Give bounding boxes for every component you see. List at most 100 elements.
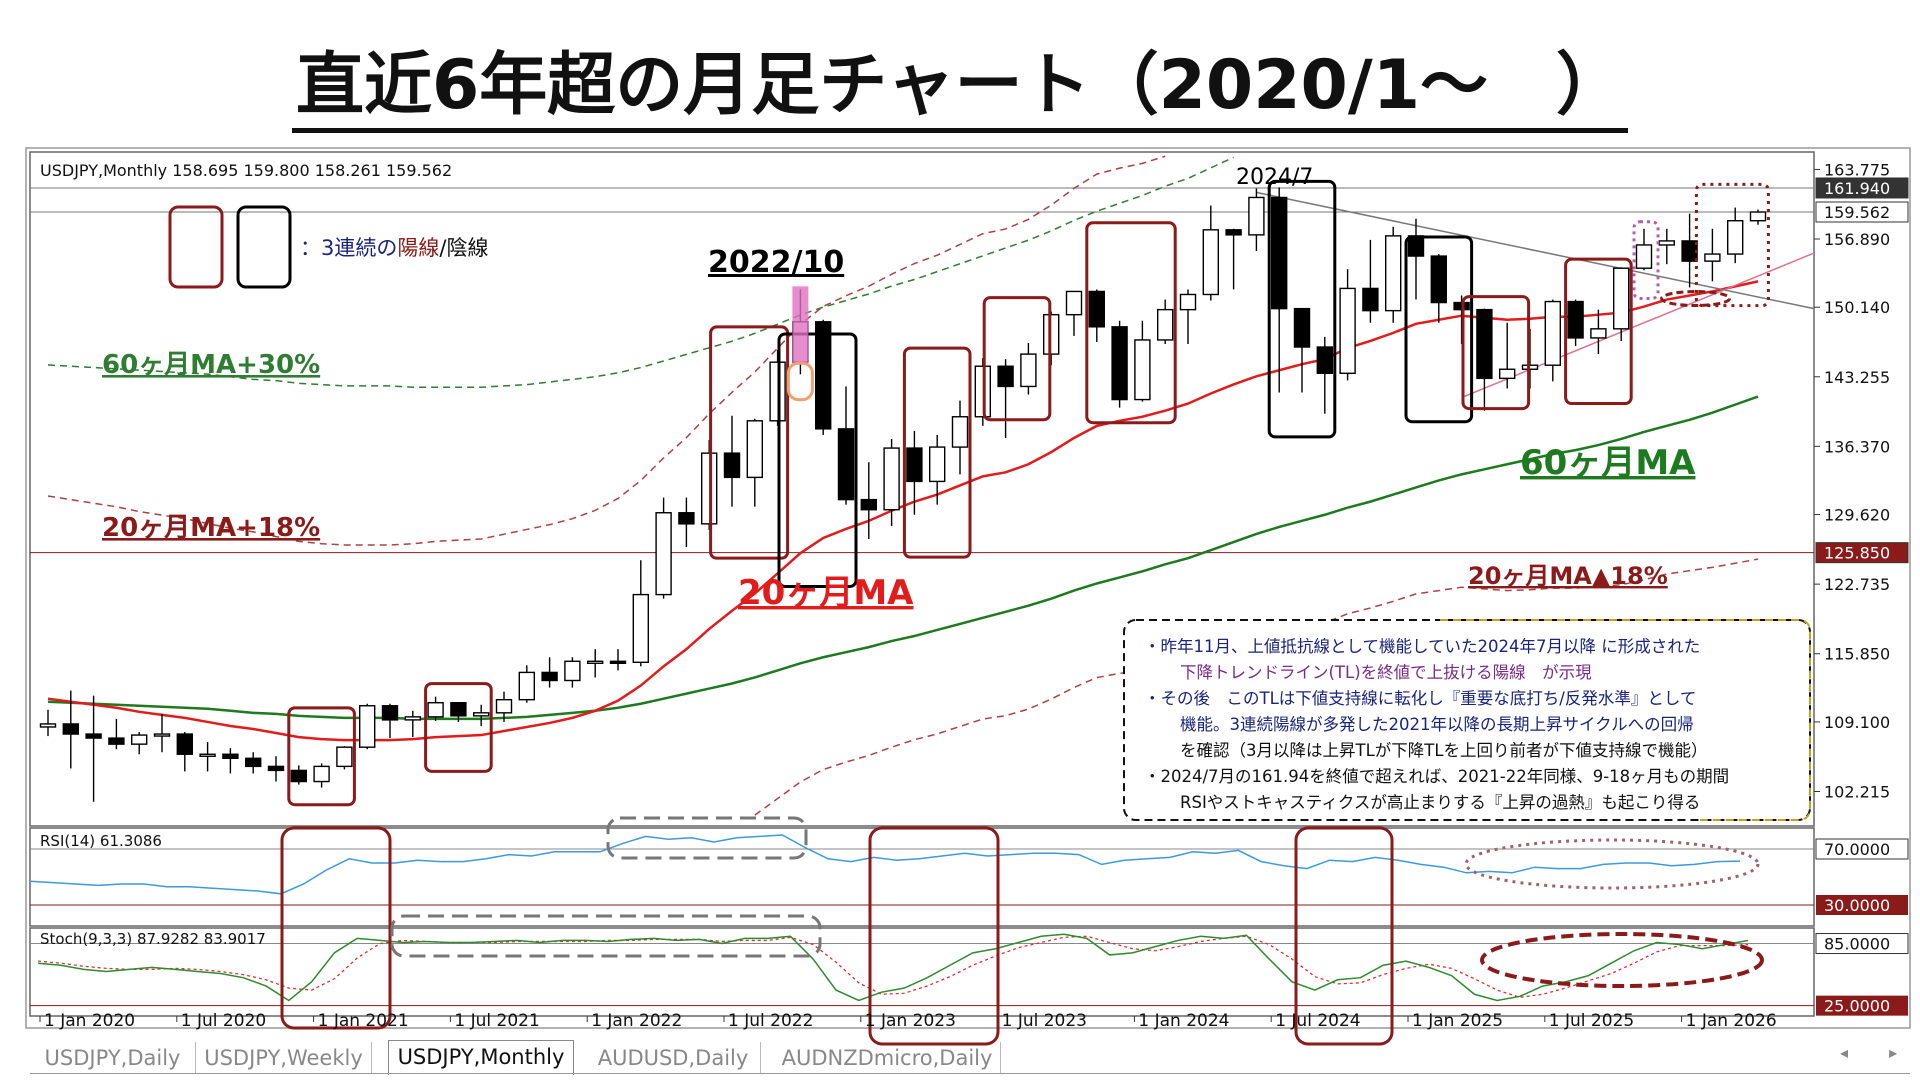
candle-body (62, 723, 79, 735)
indicator-highlight-box (280, 826, 392, 1030)
candle-body (1384, 235, 1402, 312)
y-tick-label: 150.140 (1824, 298, 1890, 317)
candle-body (85, 733, 102, 739)
rsi-ellipse (1464, 838, 1760, 890)
three-candle-box (1085, 221, 1177, 425)
candle-body (1225, 229, 1242, 236)
price-tag-label: 161.940 (1824, 179, 1890, 198)
three-candle-box (1404, 235, 1474, 424)
ma20-minus18-line (754, 558, 1759, 816)
price-tag-bg (1815, 177, 1909, 199)
legend-yin-box (236, 205, 292, 289)
stoch-tag-bg (1816, 995, 1908, 1016)
tab-usdjpy-daily[interactable]: USDJPY,Daily (30, 1042, 196, 1074)
ma-envelopes (47, 155, 1759, 816)
down-trendline (1256, 191, 1815, 310)
legend-yang-box (168, 205, 224, 289)
candle-body (1111, 326, 1128, 401)
three-candle-box (424, 682, 493, 773)
three-candle-box (709, 325, 790, 560)
stoch-d-line (37, 935, 1749, 999)
y-tick-label: 109.100 (1824, 713, 1890, 732)
candle-body (723, 452, 741, 479)
tab-bar: USDJPY,Daily USDJPY,Weekly USDJPY,Monthl… (30, 1040, 1910, 1076)
x-tick-label: 1 Jan 2021 (318, 1011, 409, 1031)
candle-body (108, 737, 125, 745)
candle-body (1590, 328, 1607, 339)
three-candle-box (1267, 179, 1337, 439)
candle-body (1020, 353, 1037, 388)
note-line: ・2024/7月の161.94を終値で超えれば、2021-22年同様、9-18ヶ… (1144, 767, 1729, 786)
candle-body (381, 705, 399, 721)
legend-text-part: 陽線 (397, 236, 439, 260)
candle-body (1407, 235, 1425, 257)
stoch-k-line (37, 933, 1749, 1002)
candle-body (929, 446, 946, 483)
candle-body (153, 733, 171, 737)
label-ma20: 20ヶ月MA (738, 573, 914, 613)
x-tick-label: 1 Jul 2023 (1002, 1011, 1087, 1031)
candle-body (837, 428, 855, 501)
stoch-tag-25: 25.0000 (1824, 997, 1890, 1016)
candle-body (746, 420, 763, 479)
ma60-plus30-line (47, 156, 1234, 388)
note-line: ・昨年11月、上値抵抗線として機能していた2024年7月以降 に形成された (1144, 637, 1700, 656)
candle-body (176, 733, 194, 755)
x-tick-label: 1 Jan 2023 (865, 1011, 956, 1031)
candle-body (359, 705, 376, 748)
up-trendline (1461, 252, 1815, 399)
candle-body (587, 660, 604, 664)
candle-body (860, 498, 877, 511)
rsi-tag-bg (1815, 838, 1909, 860)
rsi-tag-bg (1816, 895, 1908, 915)
stoch-pane (29, 927, 1815, 1017)
tab-usdjpy-monthly[interactable]: USDJPY,Monthly (388, 1040, 574, 1075)
y-tick-label: 129.620 (1824, 506, 1890, 525)
candle-body (815, 321, 832, 430)
oct2022-lower-highlight (786, 361, 814, 402)
y-tick-label: 122.735 (1824, 575, 1890, 594)
x-tick-label: 1 Jan 2025 (1412, 1011, 1503, 1031)
ma60-line (47, 395, 1759, 721)
candle-body (1567, 300, 1584, 339)
x-tick-label: 1 Jul 2020 (181, 1011, 266, 1031)
price-tag-bg (1815, 542, 1909, 564)
indicator-highlight-box (868, 826, 1000, 1046)
x-tick-label: 1 Jul 2022 (728, 1011, 813, 1031)
legend-text-part: 陰線 (446, 236, 488, 260)
label-ma20-plus18: 20ヶ月MA+18% (102, 513, 320, 543)
support-ellipse (1660, 290, 1732, 308)
candle-body (427, 702, 444, 718)
label-2022-10: 2022/10 (708, 245, 844, 280)
candle-body (997, 365, 1014, 388)
candle-body (495, 698, 513, 714)
tab-audusd-daily[interactable]: AUDUSD,Daily (586, 1042, 761, 1074)
price-tag-label: 159.562 (1824, 203, 1890, 222)
x-tick-label: 1 Jan 2026 (1686, 1011, 1777, 1031)
price-tag-label: 125.850 (1824, 544, 1890, 563)
candle-body (632, 593, 649, 663)
indicator-highlight-box (606, 816, 808, 860)
x-tick-label: 1 Jul 2025 (1549, 1011, 1634, 1031)
three-candle-box (982, 296, 1052, 422)
candle-body (199, 753, 216, 757)
tab-usdjpy-weekly[interactable]: USDJPY,Weekly (196, 1042, 372, 1074)
candle-body (1612, 267, 1630, 330)
x-tick-label: 1 Jan 2020 (44, 1011, 135, 1031)
candle-body (1293, 307, 1311, 348)
symbol-header: USDJPY,Monthly 158.695 159.800 158.261 1… (40, 161, 452, 180)
y-tick-label: 102.215 (1824, 782, 1890, 801)
candle-body (1065, 290, 1083, 316)
candle-body (336, 746, 353, 768)
tab-audnzdmicro-daily[interactable]: AUDNZDmicro,Daily (774, 1042, 1001, 1074)
stoch-ellipse (1480, 932, 1764, 988)
y-tick-label: 136.370 (1824, 437, 1890, 456)
note-line: 機能。3連続陽線が多発した2021年以降の長期上昇サイクルへの回帰 (1180, 715, 1694, 734)
rsi-pane (29, 827, 1815, 927)
label-ma20-minus18: 20ヶ月MA▲18% (1468, 562, 1668, 590)
legend-text-part: / (439, 236, 447, 260)
candle-body (1202, 229, 1220, 296)
tab-scroll-arrows[interactable]: ◂ ▸ (1840, 1043, 1916, 1062)
y-tick-label: 115.850 (1824, 645, 1890, 664)
